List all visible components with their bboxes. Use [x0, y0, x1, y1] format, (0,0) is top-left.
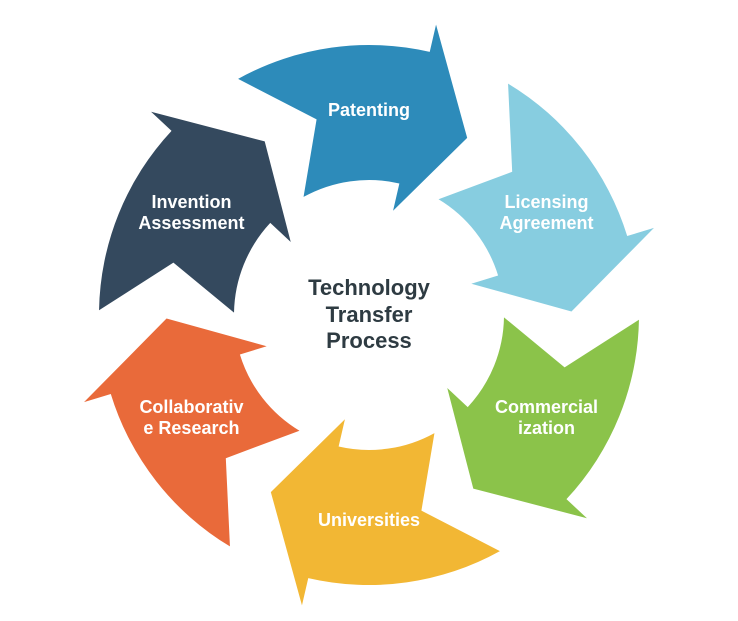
- cycle-ring-svg: [0, 0, 738, 621]
- cycle-segment: [84, 319, 299, 547]
- cycle-segment: [99, 112, 291, 313]
- cycle-diagram: Technology Transfer Process Invention As…: [0, 0, 738, 621]
- cycle-segment: [447, 317, 639, 518]
- cycle-segment: [439, 84, 654, 312]
